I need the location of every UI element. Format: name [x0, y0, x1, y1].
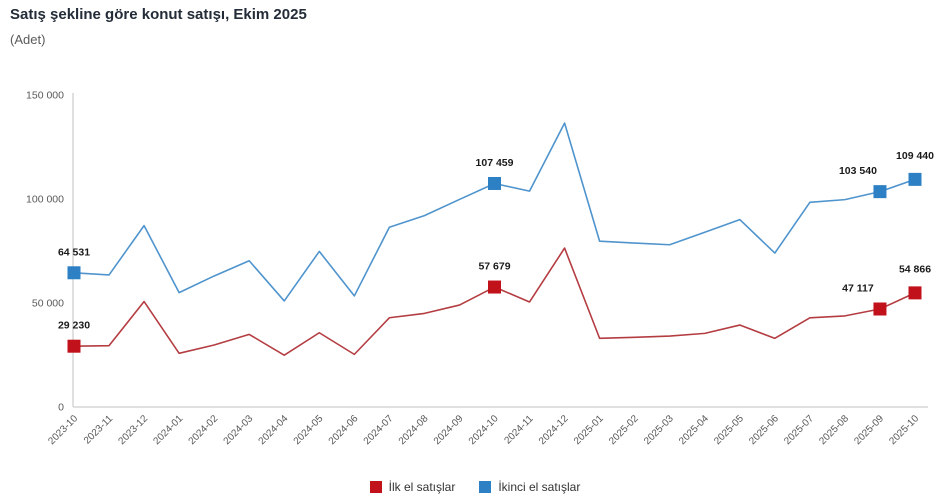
- x-tick-label: 2024-11: [502, 413, 536, 447]
- data-point-marker[interactable]: [873, 302, 887, 316]
- legend-label-first-hand: İlk el satışlar: [388, 480, 456, 494]
- data-point-marker[interactable]: [908, 286, 922, 300]
- data-point-label: 107 459: [476, 157, 514, 169]
- x-tick-label: 2024-10: [467, 413, 501, 447]
- x-tick-label: 2025-03: [642, 413, 676, 447]
- y-tick-label: 0: [58, 402, 64, 414]
- data-point-marker[interactable]: [67, 266, 81, 280]
- chart-legend: İlk el satışlar İkinci el satışlar: [0, 480, 950, 494]
- series-line-second-hand: [73, 122, 916, 302]
- x-tick-label: 2023-11: [82, 413, 116, 447]
- x-tick-label: 2023-10: [46, 413, 80, 447]
- x-tick-label: 2024-01: [152, 413, 186, 447]
- x-tick-label: 2024-05: [292, 413, 326, 447]
- x-tick-label: 2025-04: [677, 413, 711, 447]
- x-tick-label: 2025-02: [607, 413, 641, 447]
- x-tick-label: 2023-12: [116, 413, 150, 447]
- data-point-marker[interactable]: [67, 339, 81, 353]
- x-tick-label: 2025-06: [747, 413, 781, 447]
- x-tick-label: 2024-04: [257, 413, 291, 447]
- x-tick-label: 2025-01: [572, 413, 606, 447]
- chart-title: Satış şekline göre konut satışı, Ekim 20…: [10, 6, 307, 23]
- x-tick-label: 2024-03: [222, 413, 256, 447]
- data-point-label: 103 540: [839, 165, 877, 177]
- legend-label-second-hand: İkinci el satışlar: [498, 480, 581, 494]
- data-point-marker[interactable]: [488, 280, 501, 294]
- x-tick-label: 2025-08: [817, 413, 851, 447]
- data-point-marker[interactable]: [908, 172, 922, 186]
- x-tick-label: 2024-12: [537, 413, 571, 447]
- y-tick-label: 50 000: [32, 298, 64, 310]
- y-tick-label: 100 000: [26, 194, 64, 206]
- data-point-label: 57 679: [478, 261, 510, 273]
- x-tick-label: 2024-08: [397, 413, 431, 447]
- first-hand-swatch-icon: [369, 481, 382, 493]
- data-point-label: 64 531: [58, 246, 90, 258]
- data-point-label: 47 117: [842, 282, 874, 294]
- data-point-label: 109 440: [896, 150, 934, 162]
- legend-item-second-hand[interactable]: İkinci el satışlar: [479, 480, 580, 494]
- second-hand-swatch-icon: [479, 481, 492, 493]
- legend-item-first-hand[interactable]: İlk el satışlar: [369, 480, 456, 494]
- data-point-marker[interactable]: [873, 185, 887, 199]
- x-tick-label: 2024-02: [187, 413, 221, 447]
- chart-subtitle: (Adet): [10, 32, 46, 47]
- x-tick-label: 2024-09: [432, 413, 466, 447]
- x-tick-label: 2025-10: [887, 413, 921, 447]
- data-point-label: 29 230: [58, 320, 90, 332]
- x-tick-label: 2025-09: [852, 413, 886, 447]
- y-tick-label: 150 000: [26, 90, 64, 102]
- data-point-marker[interactable]: [488, 176, 501, 190]
- data-point-label: 54 866: [899, 263, 931, 275]
- x-tick-label: 2024-07: [362, 413, 396, 447]
- x-tick-label: 2024-06: [327, 413, 361, 447]
- x-tick-label: 2025-05: [712, 413, 746, 447]
- x-tick-label: 2025-07: [782, 413, 816, 447]
